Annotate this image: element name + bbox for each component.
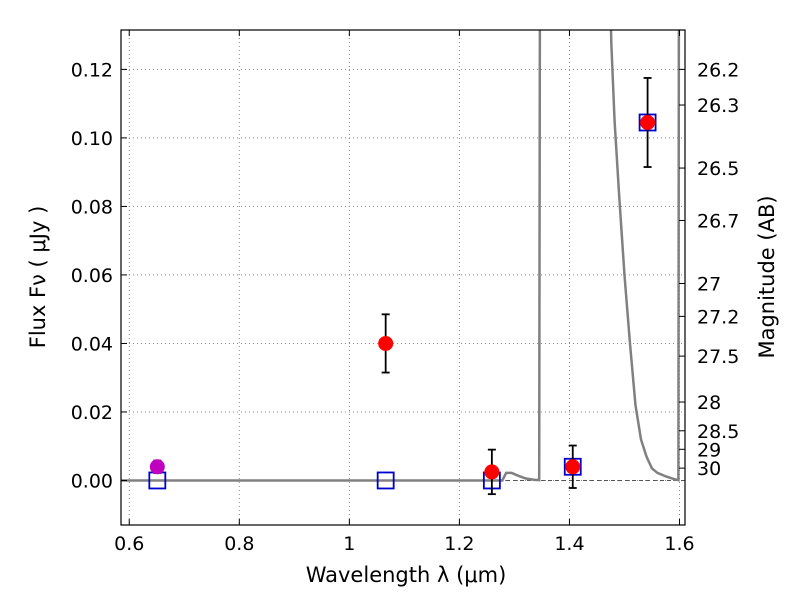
y-tick-label: 0.06 [71, 265, 113, 287]
y-tick-label: 0.00 [71, 470, 113, 492]
y-tick-label: 0.02 [71, 402, 113, 424]
y-tick-label: 0.10 [71, 128, 113, 150]
observed-point [378, 335, 394, 351]
x-tick-label: 0.8 [224, 533, 254, 555]
magnitude-tick-label: 27.2 [697, 306, 739, 328]
x-tick-label: 1 [343, 533, 355, 555]
observed-point [565, 459, 581, 475]
plot-area [121, 30, 685, 496]
observed-point [484, 464, 500, 480]
x-tick-label: 0.6 [114, 533, 144, 555]
observed-point [640, 114, 656, 130]
magnitude-tick-label: 28.5 [697, 421, 739, 443]
magnitude-tick-label: 29 [697, 439, 721, 461]
y-axis-label: Flux Fν ( μJy ) [26, 206, 50, 349]
magnitude-tick-label: 26.7 [697, 210, 739, 232]
plot-frame [120, 29, 686, 526]
axes: 0.6 0.8 1 1.2 1.4 1.6 0.00 0.02 0.04 0.06 0.08 0.10… [71, 30, 739, 555]
magnitude-tick-label: 28 [697, 392, 721, 414]
model-point [376, 471, 395, 490]
x-tick-label: 1.4 [554, 533, 584, 555]
model-spectrum-line [121, 30, 681, 482]
y-tick-label: 0.04 [71, 333, 113, 355]
magnitude-tick-label: 27 [697, 273, 721, 295]
y-tick-label: 0.08 [71, 196, 113, 218]
x-axis-label: Wavelength λ (μm) [306, 563, 507, 587]
magnitude-tick-label: 26.2 [697, 59, 739, 81]
grid-lines [121, 30, 685, 525]
magnitude-tick-label: 26.5 [697, 158, 739, 180]
magnitude-tick-label: 27.5 [697, 346, 739, 368]
magnitude-tick-label: 26.3 [697, 95, 739, 117]
y-tick-label: 0.12 [71, 59, 113, 81]
observed-point [149, 459, 165, 475]
magnitude-tick-label: 30 [697, 458, 721, 480]
y-axis-right-label: Magnitude (AB) [755, 195, 779, 358]
x-tick-label: 1.6 [664, 533, 694, 555]
x-tick-label: 1.2 [444, 533, 474, 555]
